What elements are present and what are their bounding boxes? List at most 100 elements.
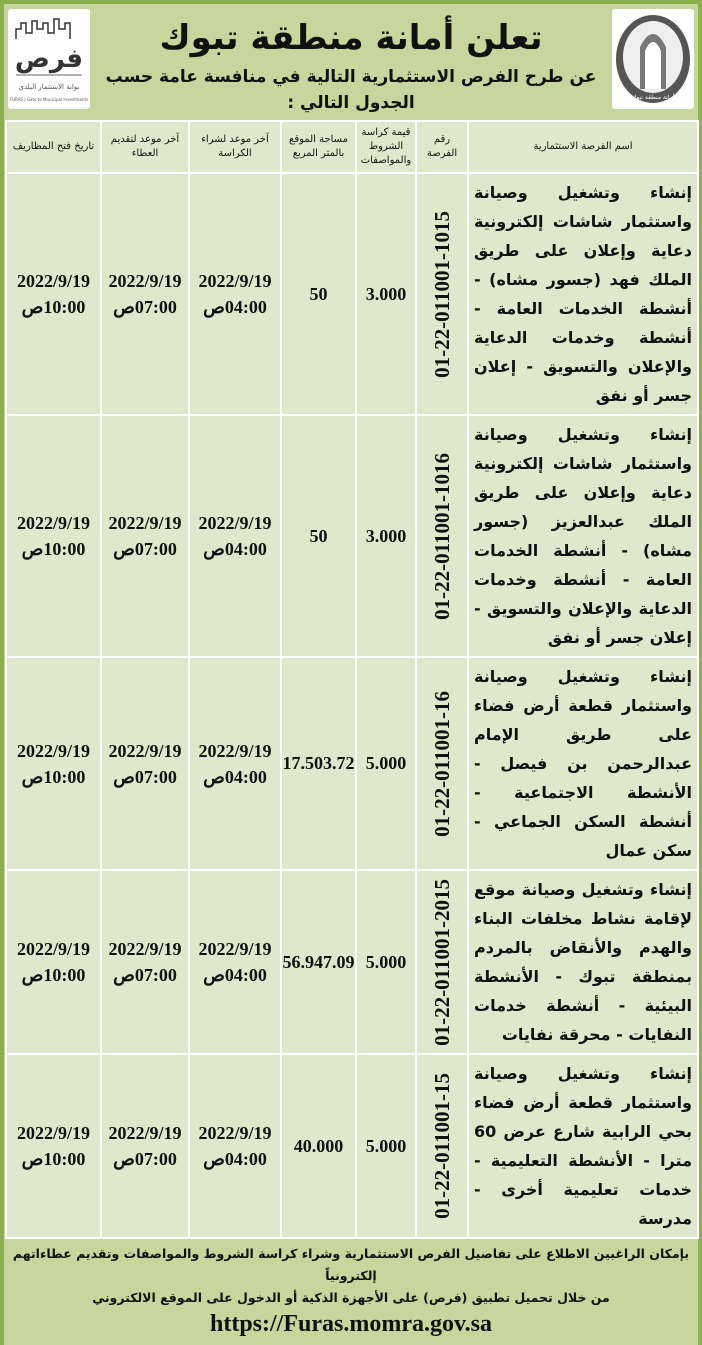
opening-date: 2022/9/19 10:00ص xyxy=(5,869,102,1055)
buy-date: 2022/9/19 xyxy=(198,513,272,533)
submit-deadline: 2022/9/19 07:00ص xyxy=(100,414,190,658)
opening-date: 2022/9/19 10:00ص xyxy=(5,656,102,871)
opportunity-number-cell: 01-22-011001-1016 xyxy=(415,414,469,658)
buy-deadline: 2022/9/19 04:00ص xyxy=(188,414,282,658)
buy-deadline: 2022/9/19 04:00ص xyxy=(188,656,282,871)
booklet-fee: 5.000 xyxy=(355,1053,417,1239)
opportunities-table: اسم الفرصة الاستثمارية رقم الفرصة قيمة ك… xyxy=(5,120,699,1239)
header-site-area: مساحة الموقع بالمتر المربع xyxy=(280,120,357,174)
svg-text:فرص: فرص xyxy=(15,44,83,74)
opportunity-number: 01-22-011001-1016 xyxy=(429,452,454,620)
submit-time: 07:00ص xyxy=(113,1149,177,1169)
svg-text:أمانة منطقة تبوك: أمانة منطقة تبوك xyxy=(631,93,674,101)
opening-date: 2022/9/19 10:00ص xyxy=(5,1053,102,1239)
opportunity-number-cell: 01-22-011001-16 xyxy=(415,656,469,871)
submit-deadline: 2022/9/19 07:00ص xyxy=(100,869,190,1055)
site-area: 17.503.72 xyxy=(280,656,357,871)
booklet-fee: 3.000 xyxy=(355,172,417,416)
buy-date: 2022/9/19 xyxy=(198,271,272,291)
emblem-icon: أمانة منطقة تبوك xyxy=(616,15,690,103)
open-time: 10:00ص xyxy=(21,1149,86,1169)
table-row: إنشاء وتشغيل وصيانة واستثمار شاشات إلكتر… xyxy=(5,172,699,416)
open-time: 10:00ص xyxy=(21,297,86,317)
opportunity-number-cell: 01-22-011001-15 xyxy=(415,1053,469,1239)
buy-deadline: 2022/9/19 04:00ص xyxy=(188,172,282,416)
buy-date: 2022/9/19 xyxy=(198,1123,272,1143)
site-area: 50 xyxy=(280,414,357,658)
open-time: 10:00ص xyxy=(21,539,86,559)
submit-time: 07:00ص xyxy=(113,766,177,787)
buy-time: 04:00ص xyxy=(203,539,267,559)
table-row: إنشاء وتشغيل وصيانة واستثمار قطعة أرض فض… xyxy=(5,656,699,871)
svg-text:FURAS | Gate to Municipal Inve: FURAS | Gate to Municipal Investments xyxy=(10,97,88,102)
submit-deadline: 2022/9/19 07:00ص xyxy=(100,656,190,871)
footer-line-2: من خلال تحميل تطبيق (فرص) على الأجهزة ال… xyxy=(92,1290,610,1305)
opportunity-number: 01-22-011001-15 xyxy=(429,1073,454,1219)
opportunity-number-cell: 01-22-011001-2015 xyxy=(415,869,469,1055)
page-title: تعلن أمانة منطقة تبوك xyxy=(159,18,543,58)
submit-date: 2022/9/19 xyxy=(108,513,182,533)
booklet-fee: 3.000 xyxy=(355,414,417,658)
buy-time: 04:00ص xyxy=(203,1149,267,1169)
opening-date: 2022/9/19 10:00ص xyxy=(5,414,102,658)
submit-time: 07:00ص xyxy=(113,965,177,985)
header-booklet-fee: قيمة كراسة الشروط والمواصفات xyxy=(355,120,417,174)
open-time: 10:00ص xyxy=(21,766,86,787)
booklet-fee: 5.000 xyxy=(355,869,417,1055)
submit-date: 2022/9/19 xyxy=(108,271,182,291)
opening-date: 2022/9/19 10:00ص xyxy=(5,172,102,416)
open-date: 2022/9/19 xyxy=(16,513,90,533)
table-header-row: اسم الفرصة الاستثمارية رقم الفرصة قيمة ك… xyxy=(5,120,699,174)
open-date: 2022/9/19 xyxy=(16,271,90,291)
tabuk-municipality-logo: أمانة منطقة تبوك xyxy=(612,9,694,109)
buy-time: 04:00ص xyxy=(203,297,267,317)
booklet-fee: 5.000 xyxy=(355,656,417,871)
buy-time: 04:00ص xyxy=(203,766,267,787)
header-submit-deadline: آخر موعد لتقديم العطاء xyxy=(100,120,190,174)
footer: بإمكان الراغبين الاطلاع على تفاصيل الفرص… xyxy=(4,1239,698,1339)
submit-deadline: 2022/9/19 07:00ص xyxy=(100,172,190,416)
site-area: 40.000 xyxy=(280,1053,357,1239)
buy-deadline: 2022/9/19 04:00ص xyxy=(188,1053,282,1239)
buy-time: 04:00ص xyxy=(203,965,267,985)
opportunity-number: 01-22-011001-2015 xyxy=(429,878,454,1046)
opportunity-name: إنشاء وتشغيل وصيانة واستثمار شاشات إلكتر… xyxy=(467,172,699,416)
submit-time: 07:00ص xyxy=(113,539,177,559)
opportunity-number: 01-22-011001-1015 xyxy=(429,210,454,378)
table-row: إنشاء وتشغيل وصيانة موقع لإقامة نشاط مخل… xyxy=(5,869,699,1055)
submit-deadline: 2022/9/19 07:00ص xyxy=(100,1053,190,1239)
opportunity-number: 01-22-011001-16 xyxy=(429,690,454,837)
table-row: إنشاء وتشغيل وصيانة واستثمار شاشات إلكتر… xyxy=(5,414,699,658)
opportunity-name: إنشاء وتشغيل وصيانة واستثمار شاشات إلكتر… xyxy=(467,414,699,658)
footer-line-1: بإمكان الراغبين الاطلاع على تفاصيل الفرص… xyxy=(12,1246,690,1283)
opportunity-name: إنشاء وتشغيل وصيانة موقع لإقامة نشاط مخل… xyxy=(467,869,699,1055)
open-time: 10:00ص xyxy=(21,965,86,985)
furas-logo: فرص بوابة الاستثمار البلدي FURAS | Gate … xyxy=(8,9,90,109)
page-subtitle: عن طرح الفرص الاستثمارية التالية في مناف… xyxy=(105,67,597,113)
table-row: إنشاء وتشغيل وصيانة واستثمار قطعة أرض فض… xyxy=(5,1053,699,1239)
header-opportunity-name: اسم الفرصة الاستثمارية xyxy=(467,120,699,174)
furas-logo-icon: فرص بوابة الاستثمار البلدي FURAS | Gate … xyxy=(10,18,88,102)
submit-date: 2022/9/19 xyxy=(108,939,182,959)
site-area: 56.947.09 xyxy=(280,869,357,1055)
submit-time: 07:00ص xyxy=(113,297,177,317)
svg-text:بوابة الاستثمار البلدي: بوابة الاستثمار البلدي xyxy=(19,83,80,91)
advertisement: فرص بوابة الاستثمار البلدي FURAS | Gate … xyxy=(4,4,699,1345)
open-date: 2022/9/19 xyxy=(16,740,90,761)
site-area: 50 xyxy=(280,172,357,416)
header: فرص بوابة الاستثمار البلدي FURAS | Gate … xyxy=(4,8,698,120)
header-opportunity-number: رقم الفرصة xyxy=(415,120,469,174)
opportunity-name: إنشاء وتشغيل وصيانة واستثمار قطعة أرض فض… xyxy=(467,656,699,871)
opportunity-number-cell: 01-22-011001-1015 xyxy=(415,172,469,416)
opportunity-name: إنشاء وتشغيل وصيانة واستثمار قطعة أرض فض… xyxy=(467,1053,699,1239)
buy-deadline: 2022/9/19 04:00ص xyxy=(188,869,282,1055)
open-date: 2022/9/19 xyxy=(16,939,90,959)
buy-date: 2022/9/19 xyxy=(198,740,272,761)
buy-date: 2022/9/19 xyxy=(198,939,272,959)
submit-date: 2022/9/19 xyxy=(108,740,182,761)
header-opening-date: تاريخ فتح المظاريف xyxy=(5,120,102,174)
submit-date: 2022/9/19 xyxy=(108,1123,182,1143)
website-link[interactable]: https://Furas.momra.gov.sa xyxy=(210,1311,492,1337)
open-date: 2022/9/19 xyxy=(16,1123,90,1143)
header-buy-deadline: آخر موعد لشراء الكراسة xyxy=(188,120,282,174)
